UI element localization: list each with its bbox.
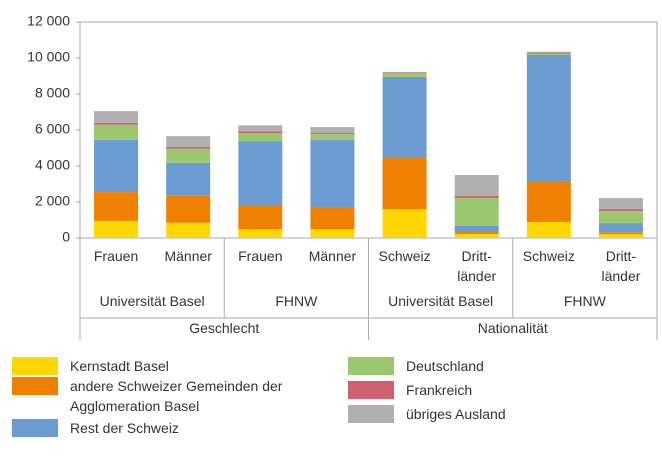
legend-swatch (12, 419, 58, 437)
bar-segment (238, 205, 283, 229)
x-tick-label: Männer (308, 248, 357, 264)
bar-segment (94, 220, 139, 238)
group-label: Universität Basel (388, 293, 494, 309)
bar-segment (454, 234, 499, 238)
bar-segment (238, 131, 283, 134)
group-label: FHNW (563, 293, 606, 309)
bar-segment (310, 134, 355, 141)
supergroup-label: Nationalität (477, 320, 548, 336)
bar-segment (238, 125, 283, 132)
bar-segment (310, 207, 355, 229)
bar-segment (382, 209, 427, 238)
legend-label: Frankreich (406, 382, 473, 398)
x-tick-label: Frauen (93, 248, 139, 264)
bar-segment (94, 124, 139, 140)
bar-segment (310, 140, 355, 208)
supergroup-label: Geschlecht (189, 320, 260, 336)
x-tick-label: Dritt- länder (601, 248, 641, 284)
legend-swatch (348, 357, 394, 375)
bar-segment (454, 225, 499, 231)
bar-segment (94, 192, 139, 221)
x-tick-label: Schweiz (522, 248, 575, 264)
legend-swatch (12, 377, 58, 395)
bar-segment (526, 52, 571, 54)
bar-segment (598, 211, 643, 224)
bar-segment (310, 229, 355, 238)
y-tick-label: 0 (62, 229, 70, 245)
legend-label: Deutschland (406, 358, 484, 374)
bar-segment (382, 157, 427, 210)
bar-segment (238, 133, 283, 142)
legend-label: Rest der Schweiz (70, 420, 179, 436)
x-tick-label: Schweiz (378, 248, 431, 264)
bar-segment (526, 180, 571, 222)
bar-segment (598, 209, 643, 211)
bar-segment (94, 139, 139, 193)
y-tick-label: 4 000 (35, 157, 70, 173)
bar-segment (310, 133, 355, 135)
bar-segment (166, 146, 211, 149)
bar-segment (166, 195, 211, 223)
bar-segment (382, 72, 427, 73)
bar-segment (598, 198, 643, 210)
bar-segment (382, 72, 427, 77)
group-label: FHNW (275, 293, 318, 309)
bar-segment (238, 229, 283, 238)
bar-segment (382, 76, 427, 157)
legend-label: übriges Ausland (406, 406, 506, 422)
x-tick-label: Dritt- länder (457, 248, 497, 284)
legend-swatch (12, 357, 58, 375)
y-tick-label: 2 000 (35, 193, 70, 209)
legend-label: Kernstadt Basel (70, 358, 169, 374)
legend-label: andere Schweizer Gemeinden der Agglomera… (70, 378, 283, 414)
x-tick-label: Frauen (238, 248, 283, 264)
x-tick-label: Männer (164, 248, 212, 264)
y-tick-label: 12 000 (27, 13, 70, 29)
legend-swatch (348, 381, 394, 399)
bar-segment (598, 232, 643, 235)
bar-segment (166, 222, 211, 238)
bar-segment (526, 51, 571, 53)
bar-segment (454, 198, 499, 226)
legend-swatch (348, 405, 394, 423)
bar-segment (526, 54, 571, 181)
bar-segment (94, 111, 139, 123)
bar-segment (310, 127, 355, 134)
bar-segment (166, 148, 211, 163)
bar-segment (526, 221, 571, 238)
bar-segment (238, 141, 283, 206)
bar-segment (526, 53, 571, 55)
bar-segment (454, 175, 499, 197)
group-label: Universität Basel (99, 293, 205, 309)
bar-segment (166, 162, 211, 196)
y-tick-label: 8 000 (35, 85, 70, 101)
y-tick-label: 10 000 (27, 49, 70, 65)
bar-segment (598, 223, 643, 233)
bar-segment (454, 230, 499, 235)
bar-segment (94, 122, 139, 125)
bar-segment (598, 234, 643, 238)
y-tick-label: 6 000 (35, 121, 70, 137)
bar-segment (454, 196, 499, 199)
bar-segment (166, 136, 211, 147)
